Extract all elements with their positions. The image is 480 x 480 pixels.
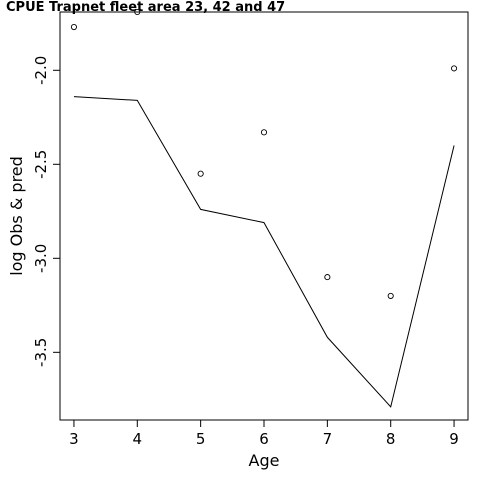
observed-point bbox=[260, 129, 268, 136]
y-tick-label: -2.0 bbox=[32, 56, 50, 85]
predicted-line bbox=[73, 96, 455, 408]
x-tick-label: 5 bbox=[196, 430, 206, 448]
observed-point bbox=[387, 292, 394, 299]
observed-point bbox=[134, 8, 141, 16]
y-axis: -3.5 -3.0 -2.5 -2.0 bbox=[32, 56, 60, 367]
x-axis: 3 4 5 6 7 8 9 bbox=[69, 420, 459, 448]
x-tick-label: 7 bbox=[323, 430, 333, 448]
x-tick-label: 3 bbox=[69, 430, 79, 448]
x-tick-label: 9 bbox=[449, 430, 459, 448]
x-tick-label: 4 bbox=[133, 430, 143, 448]
y-axis-label: log Obs & pred bbox=[7, 156, 26, 276]
observed-point bbox=[197, 170, 204, 177]
observed-point bbox=[324, 274, 331, 281]
chart-title: CPUE Trapnet fleet area 23, 42 and 47 bbox=[6, 0, 285, 15]
series-layer bbox=[70, 8, 458, 408]
y-tick-label: -3.0 bbox=[32, 244, 50, 273]
y-tick-label: -3.5 bbox=[32, 338, 50, 367]
x-tick-label: 8 bbox=[386, 430, 396, 448]
plot-frame bbox=[59, 11, 469, 421]
x-axis-label: Age bbox=[249, 451, 280, 470]
observed-point bbox=[70, 23, 77, 31]
y-tick-label: -2.5 bbox=[32, 150, 50, 179]
x-tick-label: 6 bbox=[259, 430, 269, 448]
observed-point bbox=[451, 65, 458, 72]
